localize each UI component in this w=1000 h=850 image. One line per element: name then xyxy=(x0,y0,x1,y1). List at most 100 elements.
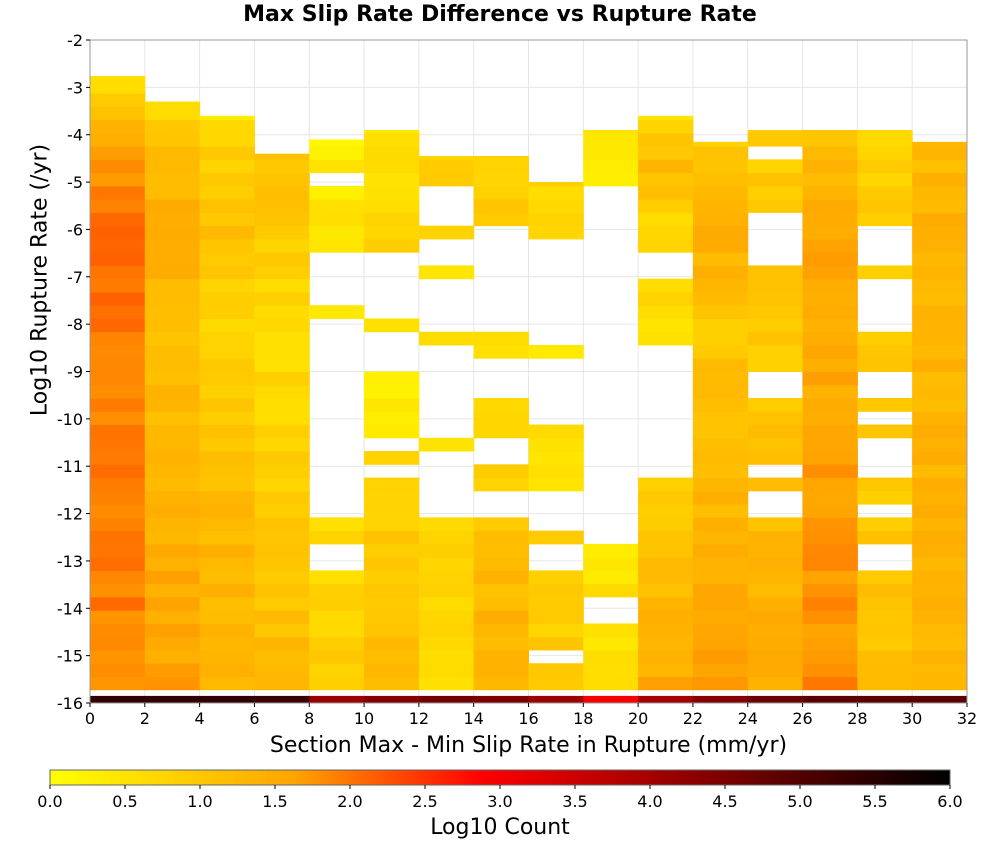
heatmap-cell xyxy=(364,371,420,386)
heatmap-cell xyxy=(638,159,694,174)
heatmap-cell xyxy=(528,530,584,545)
heatmap-cell xyxy=(692,437,749,452)
heatmap-cell xyxy=(418,331,475,346)
heatmap-cell xyxy=(747,185,804,200)
heatmap-cell xyxy=(528,477,584,492)
heatmap-cell xyxy=(692,344,749,359)
heatmap-cell xyxy=(583,623,639,638)
heatmap-cell xyxy=(90,185,146,200)
heatmap-cell xyxy=(638,331,694,346)
heatmap-cell xyxy=(254,676,310,691)
heatmap-cell xyxy=(199,318,255,333)
heatmap-cell xyxy=(144,623,201,638)
heatmap-cell xyxy=(254,278,310,293)
heatmap-cell xyxy=(144,398,201,412)
heatmap-cell xyxy=(473,331,529,346)
heatmap-cell xyxy=(857,663,913,677)
heatmap-cell xyxy=(802,636,858,651)
heatmap-cell xyxy=(912,305,968,319)
heatmap-cell xyxy=(473,610,529,624)
heatmap-cell xyxy=(747,517,804,532)
heatmap-cell xyxy=(90,106,146,121)
heatmap-cell xyxy=(473,517,529,532)
heatmap-cell xyxy=(638,185,694,200)
heatmap-cell xyxy=(747,557,804,571)
y-tick-label: -12 xyxy=(57,505,83,524)
heatmap-cell xyxy=(802,557,858,571)
heatmap-cell xyxy=(90,358,146,372)
heatmap-cell xyxy=(638,504,694,518)
heatmap-cell xyxy=(528,225,584,240)
heatmap-cell xyxy=(857,199,913,213)
heatmap-cell xyxy=(692,649,749,664)
heatmap-cell xyxy=(90,132,146,147)
heatmap-cell xyxy=(857,649,913,664)
heatmap-cell xyxy=(90,265,146,280)
heatmap-cell xyxy=(254,252,310,266)
x-tick-label: 26 xyxy=(792,709,812,728)
heatmap-cell xyxy=(144,101,201,107)
heatmap-cell xyxy=(802,451,858,465)
heatmap-cell xyxy=(473,570,529,585)
heatmap-cell xyxy=(254,477,310,492)
heatmap-cell xyxy=(254,557,310,571)
heatmap-cell xyxy=(254,451,310,465)
heatmap-cell xyxy=(912,185,968,200)
heatmap-cell xyxy=(912,504,968,518)
heatmap-cell xyxy=(638,610,694,624)
heatmap-cell xyxy=(90,199,146,213)
heatmap-cell xyxy=(857,331,913,346)
heatmap-cell xyxy=(364,557,420,571)
colorbar-tick-label: 4.0 xyxy=(637,792,662,811)
y-tick-label: -6 xyxy=(67,220,83,239)
heatmap-cell xyxy=(802,596,858,611)
heatmap-cell xyxy=(364,451,420,465)
heatmap-cell xyxy=(364,636,420,651)
heatmap-cell xyxy=(418,159,475,174)
heatmap-cell xyxy=(857,129,913,134)
x-tick-label: 30 xyxy=(902,709,922,728)
heatmap-cell xyxy=(692,398,749,412)
heatmap-cell xyxy=(473,159,529,174)
heatmap-cell xyxy=(912,583,968,598)
heatmap-cell xyxy=(692,172,749,187)
heatmap-cell xyxy=(912,371,968,386)
heatmap-cell xyxy=(528,596,584,611)
heatmap-cell xyxy=(199,146,255,160)
heatmap-cell xyxy=(254,291,310,306)
heatmap-cell xyxy=(473,212,529,227)
heatmap-cell xyxy=(912,636,968,651)
heatmap-cell xyxy=(638,477,694,492)
heatmap-cell xyxy=(364,199,420,213)
heatmap-cell xyxy=(254,464,310,479)
heatmap-cell xyxy=(638,636,694,651)
heatmap-cell xyxy=(802,225,858,240)
heatmap-cell xyxy=(528,464,584,479)
heatmap-cell xyxy=(473,477,529,492)
colorbar-tick-label: 1.0 xyxy=(187,792,212,811)
heatmap-cell xyxy=(583,676,639,691)
heatmap-cell xyxy=(857,490,913,505)
heatmap-cell xyxy=(747,424,804,439)
heatmap-cell xyxy=(473,583,529,598)
heatmap-cell xyxy=(90,596,146,611)
heatmap-cell xyxy=(254,636,310,651)
heatmap-cell xyxy=(418,583,475,598)
heatmap-cell xyxy=(199,570,255,585)
heatmap-cell xyxy=(254,238,310,253)
heatmap-cell xyxy=(583,663,639,677)
colorbar xyxy=(49,769,951,786)
heatmap-cell xyxy=(692,623,749,638)
heatmap-cell xyxy=(309,623,365,638)
heatmap-cell xyxy=(473,185,529,200)
heatmap-cell xyxy=(90,610,146,624)
heatmap-cell xyxy=(254,610,310,624)
heatmap-cell xyxy=(802,146,858,160)
heatmap-cell xyxy=(199,543,255,558)
x-tick-label: 10 xyxy=(354,709,374,728)
y-tick-label: -3 xyxy=(67,78,83,97)
heatmap-cell xyxy=(199,371,255,386)
heatmap-cell xyxy=(144,464,201,479)
heatmap-cell xyxy=(90,172,146,187)
